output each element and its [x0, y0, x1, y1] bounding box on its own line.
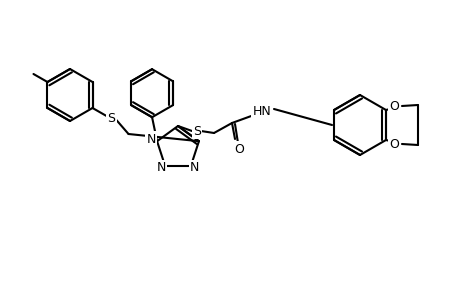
Text: S: S	[107, 112, 115, 124]
Text: S: S	[193, 124, 201, 137]
Text: N: N	[190, 161, 199, 174]
Text: HN: HN	[252, 104, 271, 118]
Text: O: O	[234, 142, 243, 155]
Text: N: N	[156, 161, 165, 174]
Text: N: N	[146, 133, 156, 146]
Text: O: O	[388, 100, 398, 112]
Text: O: O	[388, 137, 398, 151]
